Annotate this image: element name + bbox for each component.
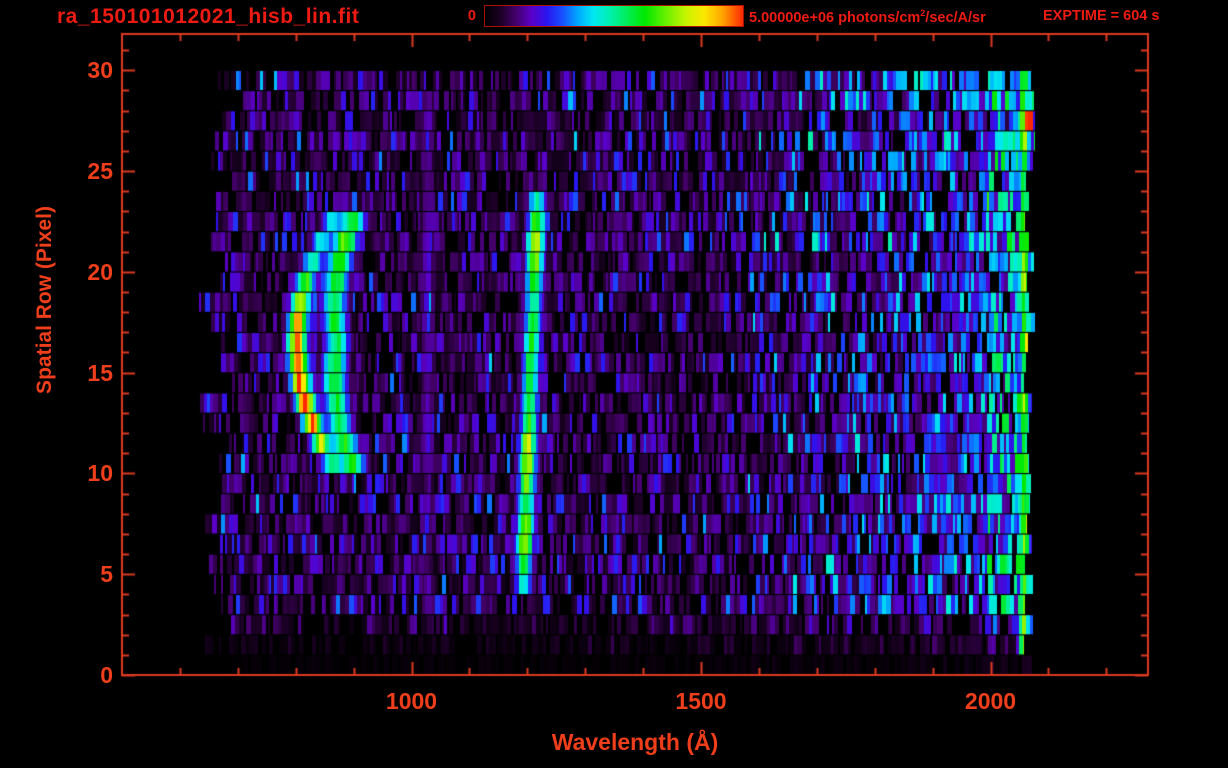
colorbar-min-label: 0 [467,8,476,24]
file-title: ra_150101012021_hisb_lin.fit [57,5,360,28]
exptime-label: EXPTIME = 604 s [1043,8,1160,24]
colorbar-max-label: 5.00000e+06 photons/cm2/sec/A/sr [749,8,986,26]
y-axis-title: Spatial Row (Pixel) [33,206,56,394]
colorbar-units-suffix: /sec/A/sr [925,9,986,26]
y-axis-tick-label: 0 [100,662,113,688]
x-axis-tick-label: 2000 [964,688,1017,714]
y-axis-tick-label: 15 [87,359,113,386]
y-axis-tick-label: 25 [87,158,113,185]
y-axis-tick-label: 20 [87,258,113,285]
colorbar-max-value: 5.00000e+06 [749,9,835,26]
colorbar-units-prefix: photons/cm [834,9,921,26]
colorbar-units-superscript: 2 [920,8,926,18]
x-axis-tick-label: 1500 [675,688,727,714]
y-axis-tick-label: 30 [87,57,113,84]
y-axis-tick-label: 5 [100,561,113,588]
x-axis-title: Wavelength (Å) [551,729,719,755]
x-axis-tick-label: 1000 [385,688,438,714]
colorbar [484,5,744,27]
y-axis-tick-label: 10 [87,460,113,487]
